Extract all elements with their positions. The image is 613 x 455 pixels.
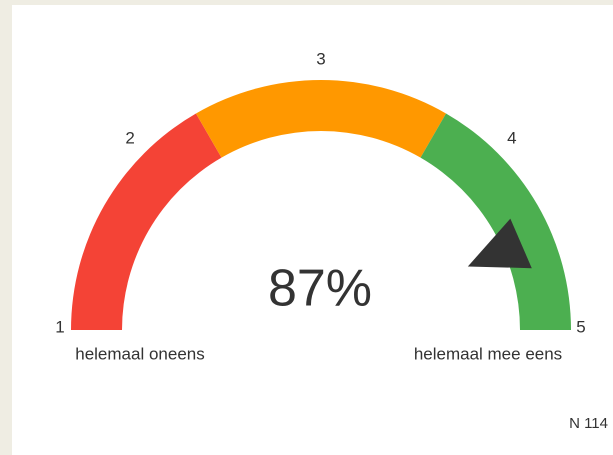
tick-label: 3 [316, 49, 325, 68]
max-label: helemaal mee eens [414, 344, 562, 363]
tick-label: 2 [125, 129, 134, 148]
gauge-pointer [467, 218, 532, 269]
min-label: helemaal oneens [75, 344, 204, 363]
gauge-band [71, 113, 222, 330]
gauge-band [195, 80, 447, 158]
gauge-value: 87% [268, 260, 372, 318]
footnote: N 114 [569, 415, 608, 432]
gauge-band [420, 113, 571, 330]
tick-label: 5 [576, 317, 585, 336]
tick-label: 1 [55, 317, 64, 336]
tick-label: 4 [507, 129, 516, 148]
